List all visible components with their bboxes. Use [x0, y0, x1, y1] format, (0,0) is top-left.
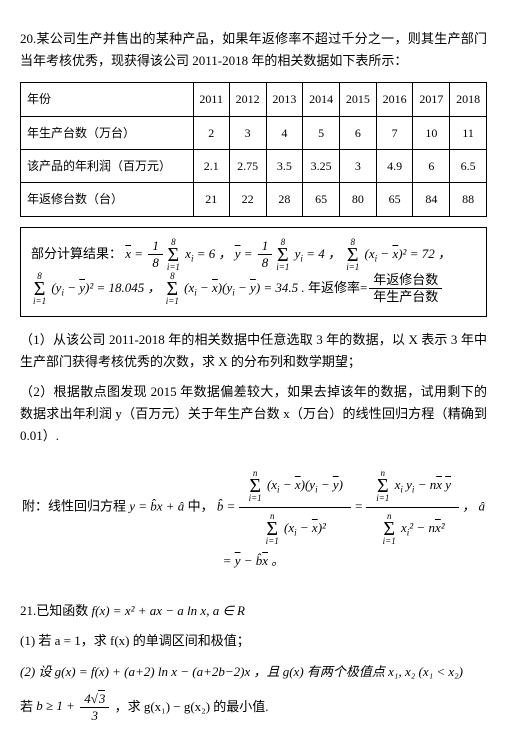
val-c: = 72 ，: [410, 246, 451, 261]
hint-label: 附：线性回归方程: [22, 499, 126, 514]
cell: 2012: [229, 83, 266, 116]
cell: 65: [376, 183, 413, 216]
val-b: = 4 ，: [306, 246, 341, 261]
q20-part1: （1）从该公司 2011-2018 年的相关数据中任意选取 3 年的数据，以 X…: [20, 329, 487, 373]
cell: 年返修台数（台）: [21, 183, 194, 216]
val-d: = 18.045 ，: [97, 280, 161, 295]
cell: 2016: [376, 83, 413, 116]
q21-part2b: 若 b ≥ 1 + 4√33 ，求 g(x₁) − g(x₂) 的最小值.: [20, 691, 487, 725]
cell: 2014: [303, 83, 340, 116]
q21-p2b-post: ，求 g(x₁) − g(x₂) 的最小值.: [115, 698, 269, 713]
table-row: 年生产台数（万台）2345671011: [21, 116, 487, 149]
cell: 年份: [21, 83, 194, 116]
cell: 2.75: [229, 149, 266, 182]
table-row: 年份20112012201320142015201620172018: [21, 83, 487, 116]
cell: 年生产台数（万台）: [21, 116, 194, 149]
cell: 2011: [193, 83, 229, 116]
cell: 6.5: [450, 149, 487, 182]
cell: 21: [193, 183, 229, 216]
cell: 2017: [413, 83, 450, 116]
cell: 2013: [266, 83, 303, 116]
table-row: 年返修台数（台）2122286580658488: [21, 183, 487, 216]
cell: 4: [266, 116, 303, 149]
data-table: 年份20112012201320142015201620172018 年生产台数…: [20, 82, 487, 217]
q21-part2a: (2) 设 g(x) = f(x) + (a+2) ln x − (a+2b−2…: [20, 661, 487, 683]
q21-fx: f(x) = x² + ax − a ln x, a ∈ R: [92, 603, 245, 618]
q21-intro: 21.已知函数 f(x) = x² + ax − a ln x, a ∈ R: [20, 600, 487, 622]
q20-intro: 20.某公司生产并售出的某种产品，如果年返修率不超过千分之一，则其生产部门当年考…: [20, 28, 487, 72]
box-pre: 部分计算结果：: [31, 246, 122, 261]
computation-box: 部分计算结果： x = 188Σi=1 xi = 6 ， y = 188Σi=1…: [20, 227, 487, 317]
tail-label: 年返修率=: [308, 280, 367, 295]
cell: 3: [340, 149, 377, 182]
cell: 28: [266, 183, 303, 216]
cell: 6: [413, 149, 450, 182]
cell: 该产品的年利润（百万元）: [21, 149, 194, 182]
cell: 11: [450, 116, 487, 149]
cell: 80: [340, 183, 377, 216]
cell: 7: [376, 116, 413, 149]
cell: 10: [413, 116, 450, 149]
cell: 65: [303, 183, 340, 216]
cell: 3.5: [266, 149, 303, 182]
table-row: 该产品的年利润（百万元）2.12.753.53.2534.966.5: [21, 149, 487, 182]
frac-n: 年返修台数: [369, 272, 442, 289]
cell: 3.25: [303, 149, 340, 182]
cell: 4.9: [376, 149, 413, 182]
regression-formula: 附：线性回归方程 y = b̂x + â 中， b̂ = nΣi=1 (xi −…: [20, 465, 487, 572]
cell: 6: [340, 116, 377, 149]
cell: 2015: [340, 83, 377, 116]
cell: 84: [413, 183, 450, 216]
cell: 3: [229, 116, 266, 149]
q20-part2: （2）根据散点图发现 2015 年数据偏差较大，如果去掉该年的数据，试用剩下的数…: [20, 381, 487, 447]
q21-part1: (1) 若 a = 1，求 f(x) 的单调区间和极值；: [20, 630, 487, 652]
q21-p2b-pre: 若: [20, 698, 33, 713]
cell: 22: [229, 183, 266, 216]
val-e: = 34.5 .: [263, 280, 304, 295]
q21-intro-text: 21.已知函数: [20, 603, 88, 618]
val-a: = 6 ，: [197, 246, 232, 261]
cell: 5: [303, 116, 340, 149]
cell: 88: [450, 183, 487, 216]
cell: 2.1: [193, 149, 229, 182]
cell: 2018: [450, 83, 487, 116]
frac-d: 年生产台数: [369, 289, 442, 305]
cell: 2: [193, 116, 229, 149]
